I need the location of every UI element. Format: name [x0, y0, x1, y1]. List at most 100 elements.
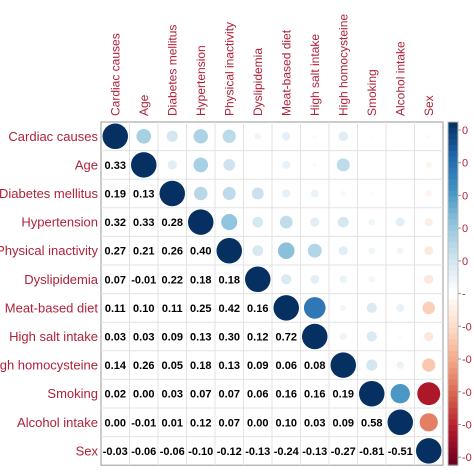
column-label-alcohol-intake: Alcohol intake	[393, 41, 407, 116]
correlation-circle	[310, 274, 320, 284]
coefficient-label: 0.18	[190, 360, 211, 372]
coefficient-label: 0.14	[105, 360, 127, 372]
coefficient-label: 0.00	[105, 417, 126, 429]
colorbar-segment	[448, 133, 458, 140]
correlation-circle	[254, 132, 262, 140]
coefficient-label: 0.00	[133, 389, 154, 401]
coefficient-label: -0.01	[131, 417, 156, 429]
colorbar-segment	[448, 230, 458, 237]
coefficient-label: 0.05	[162, 360, 183, 372]
colorbar-segment	[448, 270, 458, 278]
coefficient-label: 0.07	[219, 389, 240, 401]
colorbar-segment	[448, 430, 458, 438]
correlation-circle	[366, 331, 377, 342]
coefficient-label: 0.06	[247, 389, 268, 401]
correlation-circle	[396, 247, 404, 255]
colorbar-segment	[448, 167, 458, 175]
colorbar-tick-label: -0	[462, 452, 472, 464]
coefficient-label: 0.07	[190, 389, 211, 401]
correlation-circle	[221, 214, 238, 231]
correlation-circle	[390, 383, 410, 404]
correlation-circle	[398, 334, 403, 339]
row-label-sex: Sex	[76, 443, 99, 458]
correlation-circle	[166, 130, 178, 142]
correlation-circle	[399, 135, 401, 137]
correlation-circle	[399, 278, 401, 280]
coefficient-label: 0.19	[105, 189, 126, 201]
colorbar-tick-label: -0	[462, 354, 472, 366]
column-label-sex: Sex	[422, 95, 436, 116]
colorbar-segment	[448, 327, 458, 335]
coefficient-label: 0.26	[133, 360, 154, 372]
coefficient-label: 0.07	[219, 417, 240, 429]
correlation-circle	[371, 164, 373, 166]
coefficient-label: -0.03	[103, 446, 128, 458]
coefficient-label: -0.12	[217, 446, 242, 458]
correlation-circle	[426, 134, 431, 139]
row-label-age: Age	[75, 157, 98, 172]
colorbar-segment	[448, 265, 458, 272]
coefficient-label: 0.22	[162, 274, 183, 286]
diagonal-circle	[102, 123, 128, 150]
row-label-physical-inactivity: Physical inactivity	[0, 243, 98, 258]
correlation-circle	[339, 275, 348, 284]
column-label-physical-inactivity: Physical inactivity	[222, 22, 236, 116]
colorbar-segment	[448, 184, 458, 192]
coefficient-label: 0.28	[162, 217, 183, 229]
colorbar-segment	[448, 385, 458, 392]
coefficient-label: 0.03	[304, 417, 325, 429]
column-label-high-homocysteine: High homocysteine	[336, 14, 350, 116]
correlation-circle	[312, 162, 317, 168]
coefficient-label: 0.02	[105, 389, 126, 401]
coefficient-label: 0.03	[105, 332, 126, 344]
correlation-circle	[222, 129, 236, 143]
coefficient-label: 0.27	[105, 246, 126, 258]
correlation-circle	[282, 160, 291, 169]
colorbar-segment	[448, 362, 458, 369]
row-label-smoking: Smoking	[47, 386, 98, 401]
coefficient-label: 0.12	[247, 332, 268, 344]
colorbar-segment	[448, 179, 458, 186]
correlation-circle	[366, 302, 377, 313]
colorbar-segment	[448, 390, 458, 398]
correlation-circle	[366, 359, 378, 371]
correlation-circle	[279, 215, 293, 229]
coefficient-label: 0.58	[361, 417, 382, 429]
colorbar-segment	[448, 299, 458, 306]
colorbar-segment	[448, 310, 458, 318]
diagonal-circle	[159, 180, 185, 207]
diagonal-circle	[216, 237, 242, 264]
coefficient-label: 0.00	[247, 417, 268, 429]
coefficient-label: 0.03	[133, 332, 154, 344]
diagonal-circle	[330, 352, 356, 378]
colorbar-segment	[448, 190, 458, 197]
diagonal-circle	[359, 380, 385, 407]
coefficient-label: -0.06	[160, 446, 185, 458]
colorbar-segment	[448, 402, 458, 409]
correlation-circle	[282, 189, 291, 198]
coefficient-label: 0.25	[190, 303, 211, 315]
colorbar-segment	[448, 356, 458, 363]
diagonal-circle	[302, 323, 328, 350]
correlation-circle	[194, 186, 208, 201]
colorbar-segment	[448, 350, 458, 358]
coefficient-label: -0.81	[359, 446, 384, 458]
coefficient-label: -0.24	[274, 446, 300, 458]
coefficient-label: -0.51	[388, 446, 413, 458]
correlation-circle	[424, 218, 433, 227]
diagonal-circle	[188, 209, 214, 235]
correlation-circle	[282, 132, 291, 141]
coefficient-label: 0.10	[276, 417, 297, 429]
correlation-circle	[193, 157, 209, 173]
colorbar-segment	[448, 253, 458, 260]
coefficient-label: 0.11	[162, 303, 183, 315]
correlation-circle	[251, 187, 264, 200]
coefficient-label: 0.06	[276, 360, 297, 372]
colorbar-tick-label: 0	[462, 223, 468, 235]
row-label-igh-homocysteine: igh homocysteine	[0, 358, 98, 373]
correlation-circle	[312, 134, 317, 139]
coefficient-label: 0.01	[162, 417, 183, 429]
correlation-circle	[368, 247, 376, 255]
correlation-circle	[252, 245, 264, 257]
correlation-circle	[193, 129, 208, 144]
